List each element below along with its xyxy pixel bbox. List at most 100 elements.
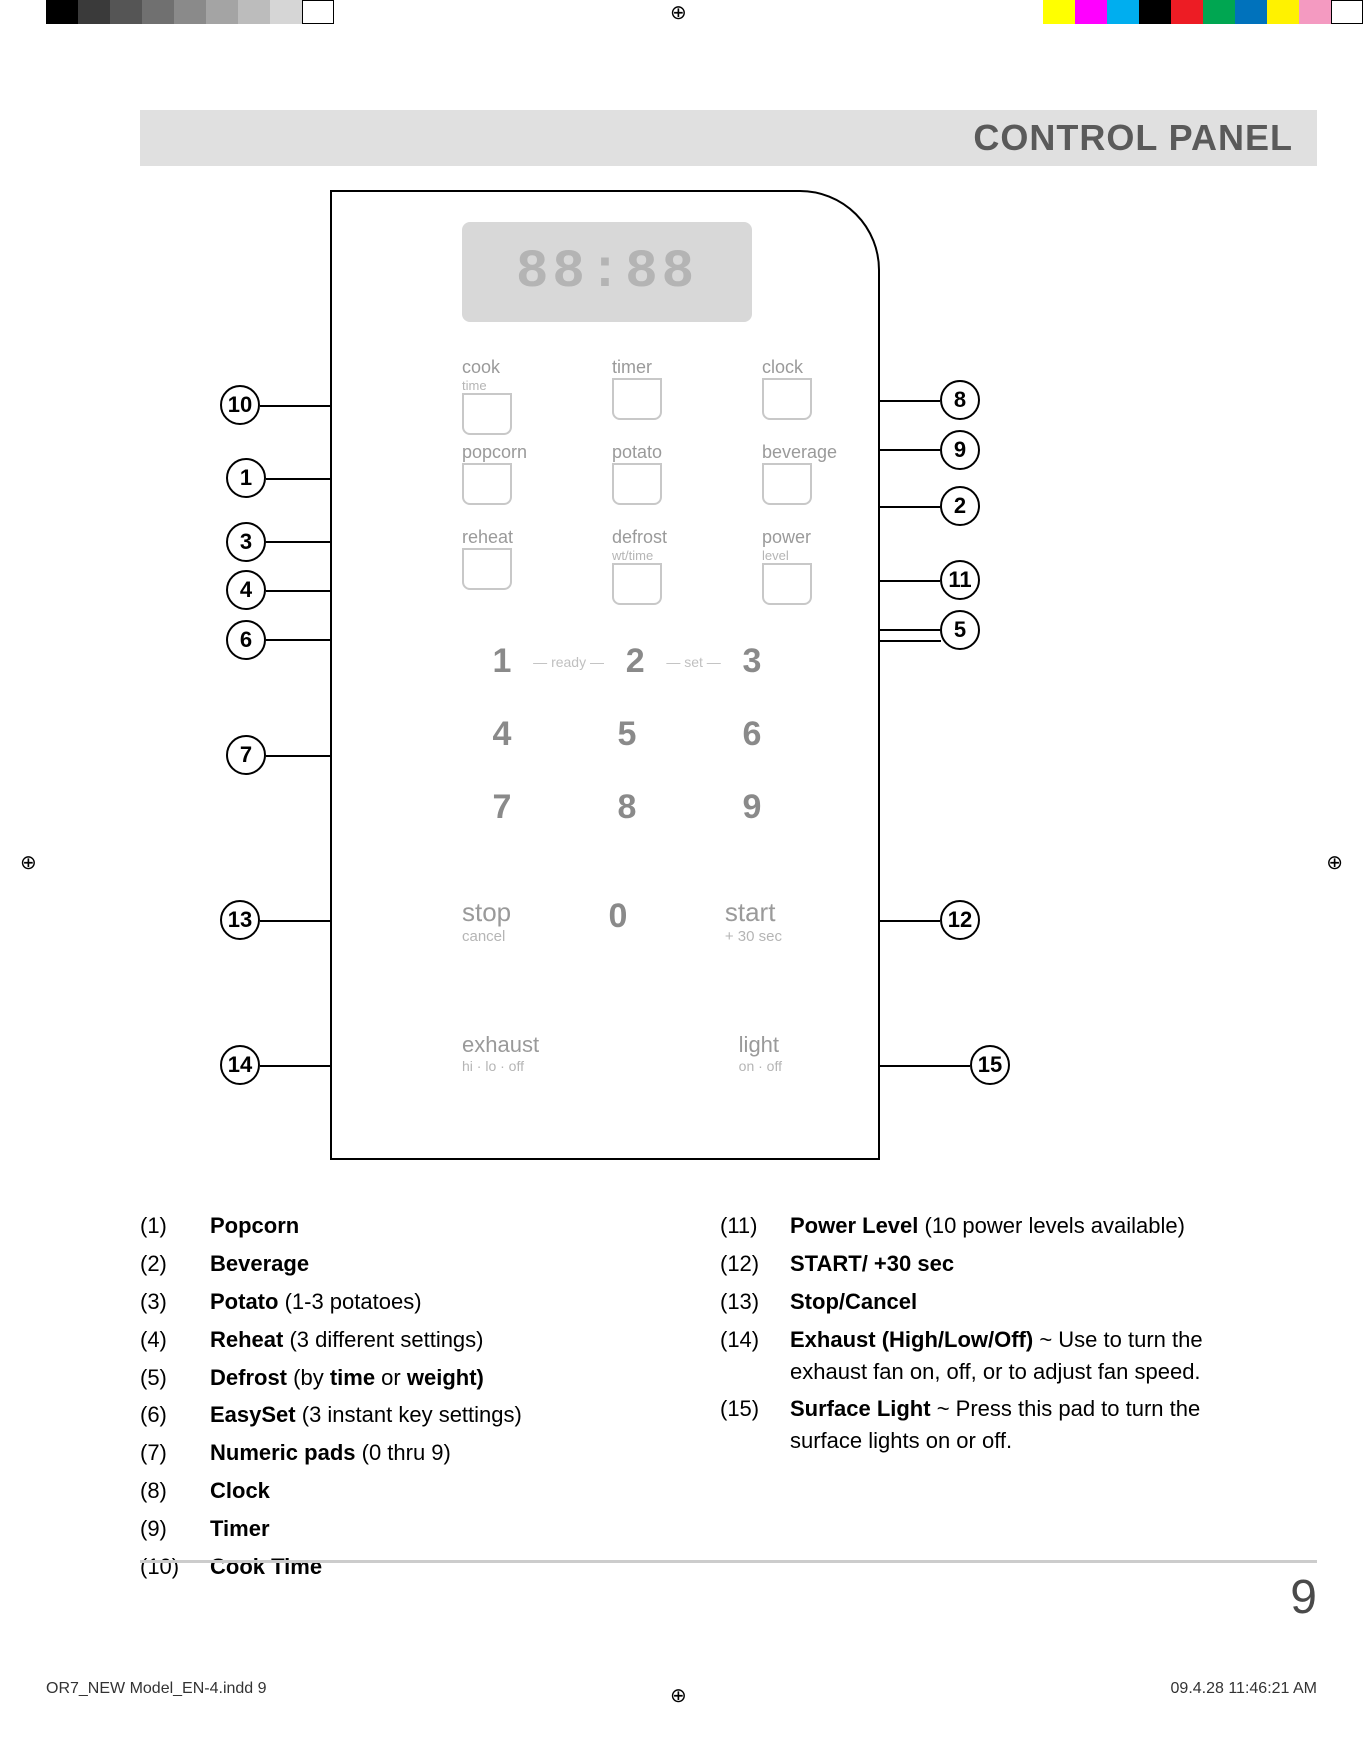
legend-text: Clock (210, 1475, 660, 1507)
color-swatch (142, 0, 174, 24)
color-swatch (1331, 0, 1363, 24)
legend-text: Numeric pads (0 thru 9) (210, 1437, 660, 1469)
annotation-label: 5 (954, 617, 966, 643)
color-swatch (78, 0, 110, 24)
display-value: 88:88 (516, 242, 698, 303)
button-sublabel: + 30 sec (725, 928, 782, 945)
keypad-digit: 8 (607, 788, 647, 827)
button-shape (462, 548, 512, 590)
light-button: light on · off (739, 1032, 782, 1074)
annotation-14: 14 (220, 1045, 260, 1085)
annotation-15: 15 (970, 1045, 1010, 1085)
annotation-1: 1 (226, 458, 266, 498)
button-label: cook (462, 357, 500, 378)
annotation-label: 11 (948, 567, 971, 593)
button-shape (462, 393, 512, 435)
legend-text: Timer (210, 1513, 660, 1545)
annotation-label: 3 (240, 529, 252, 555)
annotation-11: 11 (940, 560, 980, 600)
legend-text: Power Level (10 power levels available) (790, 1210, 1240, 1242)
legend-number: (13) (720, 1286, 790, 1318)
annotation-label: 12 (948, 907, 972, 933)
legend-text: Surface Light ~ Press this pad to turn t… (790, 1393, 1240, 1457)
function-row: cook time timer clock (462, 357, 862, 435)
keypad-digit: 7 (482, 788, 522, 827)
clock-button: clock (762, 357, 862, 435)
legend-item: (4)Reheat (3 different settings) (140, 1324, 660, 1356)
legend-item: (13)Stop/Cancel (720, 1286, 1240, 1318)
stop-start-row: stop cancel 0 start + 30 sec (462, 897, 782, 945)
annotation-label: 9 (954, 437, 966, 463)
legend-item: (9)Timer (140, 1513, 660, 1545)
legend-number: (1) (140, 1210, 210, 1242)
legend-column-left: (1)Popcorn(2)Beverage(3)Potato (1-3 pota… (140, 1210, 660, 1589)
annotation-label: 14 (228, 1052, 252, 1078)
button-label: exhaust (462, 1032, 539, 1058)
color-swatch (206, 0, 238, 24)
color-swatch (302, 0, 334, 24)
legend-column-right: (11)Power Level (10 power levels availab… (720, 1210, 1240, 1589)
color-swatch (1107, 0, 1139, 24)
legend-number: (4) (140, 1324, 210, 1356)
button-shape (612, 378, 662, 420)
section-header: CONTROL PANEL (140, 110, 1317, 166)
legend-item: (11)Power Level (10 power levels availab… (720, 1210, 1240, 1242)
annotation-label: 10 (228, 392, 252, 418)
legend-text: Beverage (210, 1248, 660, 1280)
button-shape (762, 563, 812, 605)
stop-cancel-button: stop cancel (462, 897, 511, 945)
button-sublabel: time (462, 378, 487, 393)
button-sublabel: level (762, 548, 789, 563)
legend-item: (6)EasySet (3 instant key settings) (140, 1399, 660, 1431)
legend-text: Cook Time (210, 1551, 660, 1583)
button-label: light (739, 1032, 782, 1058)
cook-time-button: cook time (462, 357, 562, 435)
registration-mark-icon: ⊕ (670, 0, 687, 25)
color-swatch (1299, 0, 1331, 24)
button-sublabel: on · off (739, 1058, 782, 1074)
button-label: reheat (462, 527, 513, 548)
keypad-row: 7 8 9 (482, 788, 772, 827)
legend-item: (5)Defrost (by time or weight) (140, 1362, 660, 1394)
legend-item: (2)Beverage (140, 1248, 660, 1280)
legend-text: Reheat (3 different settings) (210, 1324, 660, 1356)
annotation-label: 6 (240, 627, 252, 653)
reheat-button: reheat (462, 527, 562, 605)
button-shape (612, 563, 662, 605)
digital-display: 88:88 (462, 222, 752, 322)
bottom-row: exhaust hi · lo · off light on · off (462, 1032, 782, 1074)
color-swatch (1203, 0, 1235, 24)
keypad-digit: 0 (609, 897, 628, 936)
keypad-digit: 3 (732, 642, 772, 681)
annotation-label: 13 (228, 907, 252, 933)
legend-number: (7) (140, 1437, 210, 1469)
legend-number: (6) (140, 1399, 210, 1431)
annotation-10: 10 (220, 385, 260, 425)
legend-text: START/ +30 sec (790, 1248, 1240, 1280)
keypad-digit: 5 (607, 715, 647, 754)
annotation-label: 15 (978, 1052, 1002, 1078)
legend-item: (12)START/ +30 sec (720, 1248, 1240, 1280)
legend-item: (15)Surface Light ~ Press this pad to tu… (720, 1393, 1240, 1457)
keypad-digit: 6 (732, 715, 772, 754)
registration-mark-icon: ⊕ (20, 850, 37, 875)
annotation-label: 4 (240, 577, 252, 603)
annotation-2: 2 (940, 486, 980, 526)
annotation-5: 5 (940, 610, 980, 650)
button-sublabel: hi · lo · off (462, 1058, 539, 1074)
legend-number: (15) (720, 1393, 790, 1457)
annotation-label: 7 (240, 742, 252, 768)
annotation-4: 4 (226, 570, 266, 610)
keypad-digit: 1 (482, 642, 522, 681)
annotation-8: 8 (940, 380, 980, 420)
keypad-word: — ready — (533, 654, 604, 670)
power-level-button: power level (762, 527, 862, 605)
annotation-7: 7 (226, 735, 266, 775)
annotation-label: 8 (954, 387, 966, 413)
legend-number: (8) (140, 1475, 210, 1507)
legend-item: (1)Popcorn (140, 1210, 660, 1242)
button-label: power (762, 527, 811, 548)
microwave-panel: 88:88 cook time timer clock (330, 190, 880, 1160)
footer-file-info: OR7_NEW Model_EN-4.indd 9 (46, 1680, 267, 1698)
annotation-13: 13 (220, 900, 260, 940)
